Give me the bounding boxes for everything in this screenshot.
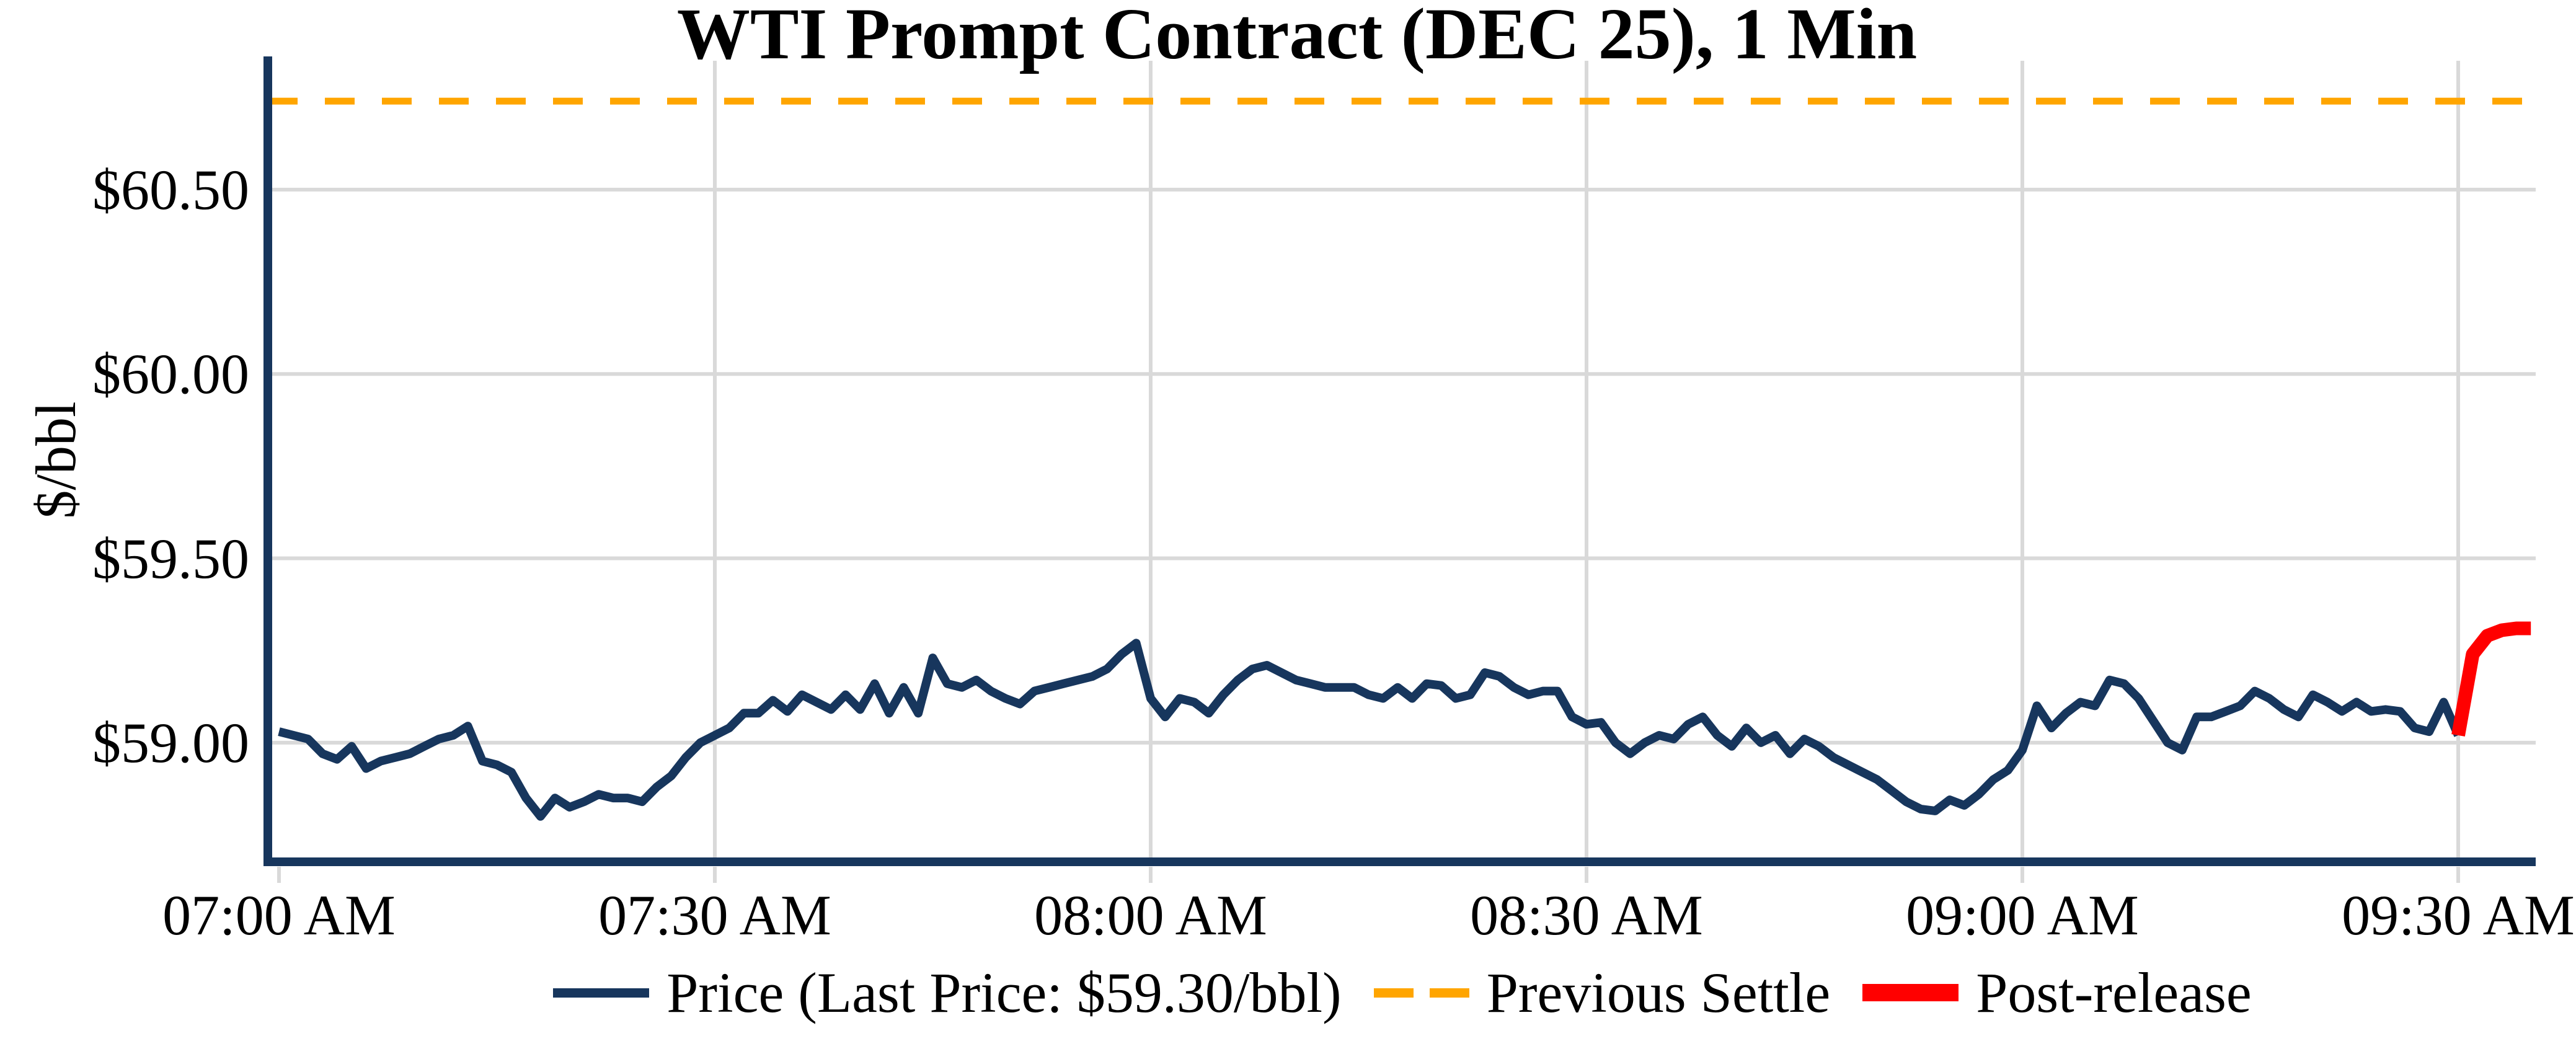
x-tick-label: 07:30 AM	[598, 884, 831, 947]
y-tick-label: $59.50	[92, 526, 249, 590]
legend-item-price: Price (Last Price: $59.30/bbl)	[553, 960, 1342, 1025]
x-tick-label: 09:00 AM	[1906, 884, 2139, 947]
legend-post-label: Post-release	[1976, 961, 2252, 1024]
price-line-swatch-icon	[553, 988, 650, 998]
x-tick-label: 08:30 AM	[1470, 884, 1703, 947]
y-tick-label: $60.50	[92, 157, 249, 221]
post-line-swatch-icon	[1862, 984, 1959, 1001]
legend-item-post: Post-release	[1862, 960, 2252, 1025]
y-tick-label: $59.00	[92, 711, 249, 774]
x-tick-label: 09:30 AM	[2342, 884, 2575, 947]
y-axis-label: $/bbl	[24, 401, 87, 519]
legend-item-settle: Previous Settle	[1373, 960, 1831, 1025]
legend-settle-label: Previous Settle	[1486, 961, 1831, 1024]
x-tick-label: 08:00 AM	[1034, 884, 1267, 947]
settle-dash-swatch-icon	[1373, 988, 1469, 998]
y-tick-label: $60.00	[92, 342, 249, 406]
x-tick-label: 07:00 AM	[162, 884, 396, 947]
chart-title: WTI Prompt Contract (DEC 25), 1 Min	[676, 0, 1918, 74]
legend: Price (Last Price: $59.30/bbl) Previous …	[268, 960, 2537, 1025]
legend-price-label: Price (Last Price: $59.30/bbl)	[666, 961, 1342, 1024]
